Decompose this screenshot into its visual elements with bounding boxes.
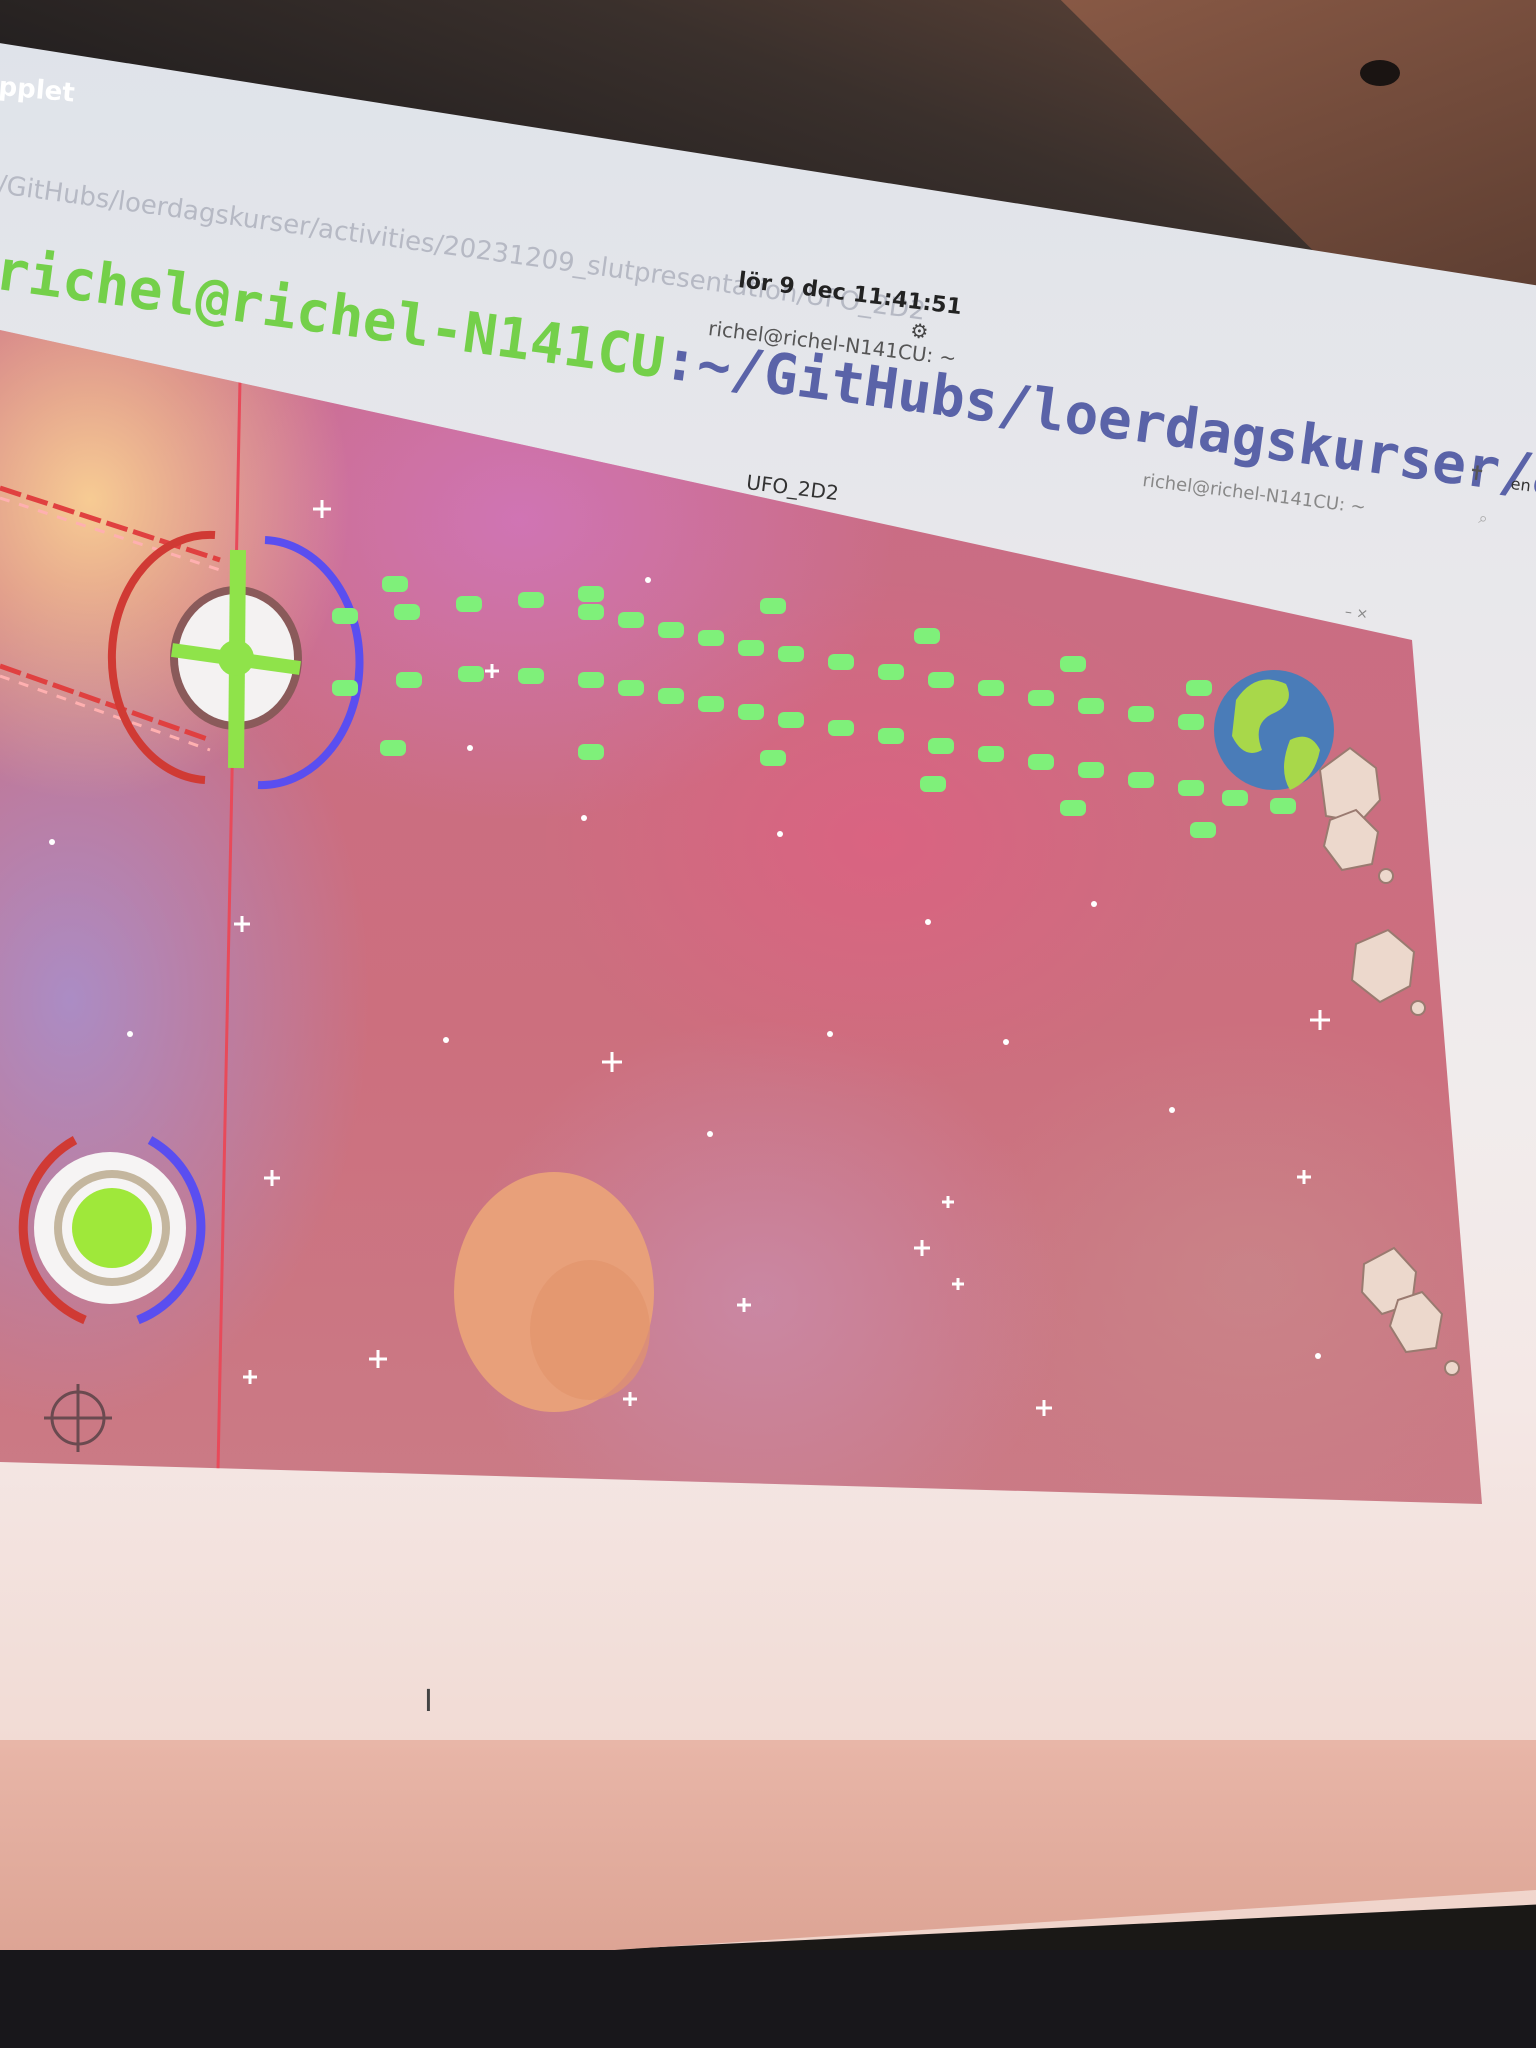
asteroid xyxy=(1360,1246,1460,1376)
window-controls[interactable]: – × xyxy=(1344,604,1370,623)
floor xyxy=(0,1950,1536,2048)
accessibility-icon[interactable]: ✝ xyxy=(1467,460,1487,486)
bullet-swarm xyxy=(332,576,1296,838)
asteroids xyxy=(1318,746,1460,1376)
laser-beams xyxy=(0,485,221,752)
player-ufo xyxy=(107,530,364,790)
asteroid xyxy=(1318,746,1394,884)
enemy-ufo xyxy=(18,1136,206,1325)
ceiling-hole xyxy=(1360,60,1400,86)
asteroid xyxy=(1350,928,1426,1016)
text-cursor-icon: I xyxy=(424,1684,433,1719)
language-indicator[interactable]: en xyxy=(1509,474,1532,496)
notification-icon[interactable]: ⚙ xyxy=(909,318,930,345)
crosshair-icon[interactable] xyxy=(44,1384,112,1452)
earth-planet xyxy=(1214,670,1334,790)
star-dots xyxy=(49,577,1321,1359)
orange-planet xyxy=(454,1172,654,1412)
applet-label: pplet xyxy=(0,72,76,109)
stars xyxy=(234,500,1330,1416)
